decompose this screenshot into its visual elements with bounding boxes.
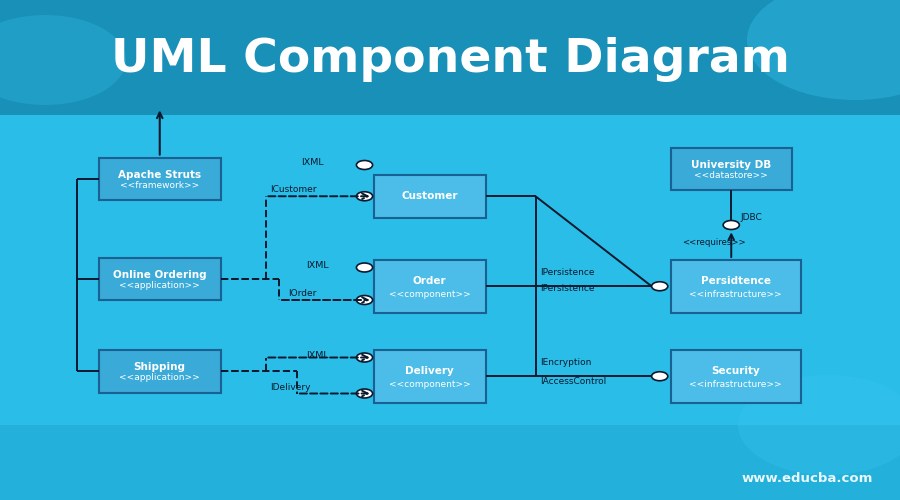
Circle shape [652,282,668,291]
Circle shape [356,296,373,304]
Text: IEncryption: IEncryption [540,358,591,367]
Text: Delivery: Delivery [405,366,454,376]
FancyBboxPatch shape [99,258,220,300]
Text: University DB: University DB [691,160,771,170]
Text: Apache Struts: Apache Struts [118,170,202,179]
Text: IXML: IXML [306,260,328,270]
Text: <<requires>>: <<requires>> [682,238,745,247]
Circle shape [0,15,126,105]
Circle shape [356,263,373,272]
Bar [0,0,900,115]
FancyBboxPatch shape [99,158,220,200]
Text: <<component>>: <<component>> [389,290,471,298]
FancyBboxPatch shape [99,350,220,393]
Text: Security: Security [711,366,760,376]
Text: www.educba.com: www.educba.com [742,472,873,485]
Text: <<infrastructure>>: <<infrastructure>> [689,380,782,388]
Circle shape [738,375,900,475]
Circle shape [356,160,373,170]
Text: IAccessControl: IAccessControl [540,377,607,386]
Circle shape [652,372,668,381]
Text: Shipping: Shipping [134,362,185,372]
Text: <<application>>: <<application>> [120,280,200,289]
FancyBboxPatch shape [374,175,486,218]
FancyBboxPatch shape [374,350,486,403]
Circle shape [724,220,740,230]
FancyBboxPatch shape [670,260,801,312]
Text: <<framework>>: <<framework>> [120,180,200,190]
FancyBboxPatch shape [670,148,792,190]
Text: <<datastore>>: <<datastore>> [695,170,768,179]
Text: IXML: IXML [302,158,324,167]
Text: UML Component Diagram: UML Component Diagram [111,38,789,82]
Text: ICustomer: ICustomer [270,186,317,194]
Text: IOrder: IOrder [288,289,317,298]
Text: JDBC: JDBC [740,213,762,222]
Bar [0,425,900,500]
Text: <<component>>: <<component>> [389,380,471,388]
Text: IPersistence: IPersistence [540,284,595,293]
Text: IXML: IXML [306,350,328,360]
Text: Online Ordering: Online Ordering [112,270,207,280]
Text: IPersistence: IPersistence [540,268,595,277]
Circle shape [356,192,373,201]
Circle shape [747,0,900,100]
FancyBboxPatch shape [670,350,801,403]
Circle shape [356,353,373,362]
Circle shape [356,389,373,398]
Text: Order: Order [413,276,446,286]
Text: Persidtence: Persidtence [701,276,770,286]
Text: IDelivery: IDelivery [270,382,310,392]
FancyBboxPatch shape [374,260,486,312]
Text: <<application>>: <<application>> [120,373,200,382]
Text: <<infrastructure>>: <<infrastructure>> [689,290,782,298]
Text: Customer: Customer [401,192,458,202]
